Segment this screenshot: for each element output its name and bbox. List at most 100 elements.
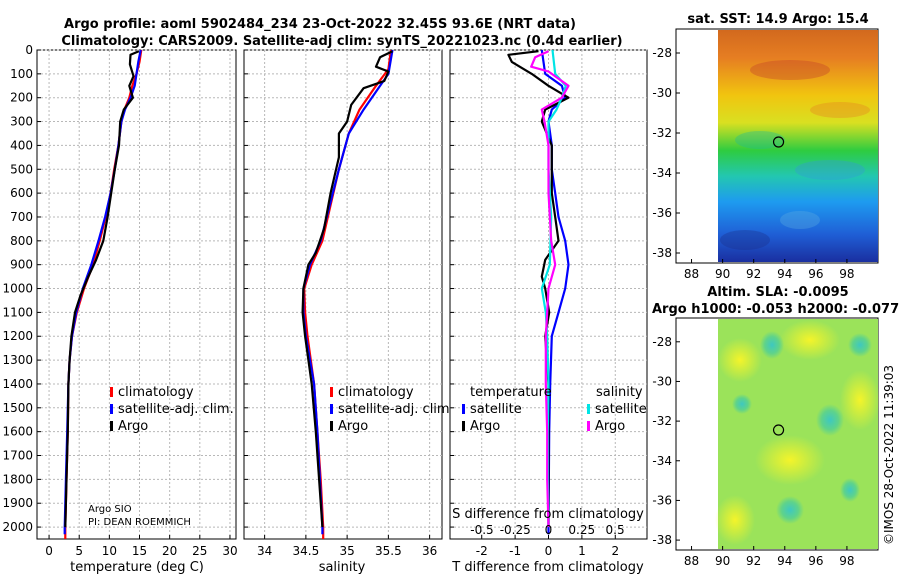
ytick-label: 1200 [2,329,33,343]
legend-label-climatology: climatology [338,385,414,400]
map-ytick-label: -28 [652,46,672,60]
sst-map-panel: sat. SST: 14.9 Argo: 15.4 88 90 92 94 96 98 -2… [652,12,879,281]
xtick-label: 1 [578,544,586,558]
sla-argo-location-marker [772,424,785,436]
map-ytick-label: -28 [652,335,672,349]
xtick-label: 15 [132,544,147,558]
map-ytick-label: -32 [652,126,672,140]
ytick-label: 1100 [2,305,33,319]
legend-header-salinity: salinity [596,385,643,400]
map-ytick-label: -36 [652,493,672,507]
map-ytick-label: -34 [652,454,672,468]
map-xtick-label: 90 [715,267,730,281]
ytick-label: 200 [10,91,33,105]
xtick-label: 25 [192,544,207,558]
map-ytick-label: -30 [652,374,672,388]
xtick-label: 0 [45,544,53,558]
ytick-label: 500 [10,162,33,176]
temperature-lines [63,49,143,539]
legend-swatch-climatology [110,387,113,397]
sla-map-panel: Altim. SLA: -0.0095 Argo h1000: -0.053 h… [652,285,899,568]
legend-label-satellite: satellite-adj. clim. [118,402,234,417]
salinity-panel: 34 34.5 35 35.5 36 salinity climatology sate… [243,49,454,575]
legend-label-argo: Argo [118,419,148,434]
legend-label-argo: Argo [338,419,368,434]
legend-swatch-satellite [330,404,333,414]
map-xtick-label: 90 [715,554,730,568]
map-xtick-label: 88 [684,554,699,568]
x2tick-label: 0.25 [568,523,595,537]
legend-swatch-argo [110,421,113,431]
ytick-label: 100 [10,67,33,81]
ytick-label: 800 [10,234,33,248]
series-line-t-satellite [540,49,570,535]
ytick-label: 1400 [2,377,33,391]
xtick-label: 20 [162,544,177,558]
legend-swatch-satellite [110,404,113,414]
sst-map-title: sat. SST: 14.9 Argo: 15.4 [687,12,868,27]
map-ytick-label: -32 [652,414,672,428]
salinity-axes-frame [243,49,443,540]
temperature-ticks: 0100200300400500600700800900100011001200… [2,43,237,558]
sst-heatmap-field [718,30,878,262]
x2tick-label: 0 [545,523,553,537]
ytick-label: 900 [10,258,33,272]
series-line-argo [64,50,140,528]
salinity-legend: climatology satellite-adj. clim. Argo [330,385,454,434]
temperature-xlabel: temperature (deg C) [70,560,204,575]
figure-title-line1: Argo profile: aoml 5902484_234 23-Oct-20… [64,17,576,32]
sla-texture [715,320,880,545]
map-xtick-label: 92 [746,554,761,568]
xtick-label: 34 [257,544,272,558]
legend-label-s-argo: Argo [595,419,625,434]
difference-grid [450,49,647,539]
difference-ticks: -2 -1 0 1 2 -0.5 -0.25 0 0.25 0.5 [450,49,625,558]
xtick-label: 36 [422,544,437,558]
ytick-label: 1800 [2,472,33,486]
sla-map-ticks: 88 90 92 94 96 98 -28 -30 -32 -34 -36 -38 [652,335,854,568]
difference-xlabel: T difference from climatology [451,560,644,575]
map-xtick-label: 92 [746,267,761,281]
temperature-axes-frame [36,49,237,540]
ytick-label: 2000 [2,520,33,534]
map-ytick-label: -36 [652,206,672,220]
salinity-xlabel: salinity [319,560,366,575]
credit-line1: Argo SIO [88,504,132,515]
map-xtick-label: 98 [839,554,854,568]
map-xtick-label: 96 [808,554,823,568]
sst-map-ticks: 88 90 92 94 96 98 -28 -30 -32 -34 -36 -38 [652,46,854,281]
x2tick-label: -0.5 [470,523,493,537]
legend-label-t-satellite: satellite [470,402,522,417]
sla-map-subtitle: Argo h1000: -0.053 h2000: -0.077 [652,302,899,317]
imos-timestamp: ©IMOS 28-Oct-2022 11:39:03 [882,365,896,545]
xtick-label: 30 [222,544,237,558]
temperature-panel: 0100200300400500600700800900100011001200… [2,43,237,575]
salinity-ticks: 34 34.5 35 35.5 36 [244,49,437,558]
sst-argo-location-marker [772,136,785,148]
legend-swatch-t-satellite [462,404,465,414]
difference-x2label: S difference from climatology [452,507,644,522]
series-line-argo [301,50,393,528]
ytick-label: 700 [10,210,33,224]
map-ytick-label: -38 [652,246,672,260]
map-ytick-label: -38 [652,533,672,547]
legend-label-satellite: satellite-adj. clim. [338,402,454,417]
temperature-grid [37,49,236,539]
legend-header-temperature: temperature [470,385,552,400]
xtick-label: 0 [545,544,553,558]
difference-lines [507,49,570,535]
legend-swatch-s-satellite [587,404,590,414]
xtick-label: -2 [476,544,488,558]
xtick-label: 2 [611,544,619,558]
ytick-label: 0 [25,43,33,57]
map-xtick-label: 98 [839,267,854,281]
legend-label-t-argo: Argo [470,419,500,434]
legend-label-climatology: climatology [118,385,194,400]
ytick-label: 600 [10,186,33,200]
difference-legend: temperature salinity satellite Argo sate… [462,385,647,434]
ytick-label: 1500 [2,401,33,415]
x2tick-label: -0.25 [500,523,531,537]
sla-map-title: Altim. SLA: -0.0095 [707,285,848,300]
